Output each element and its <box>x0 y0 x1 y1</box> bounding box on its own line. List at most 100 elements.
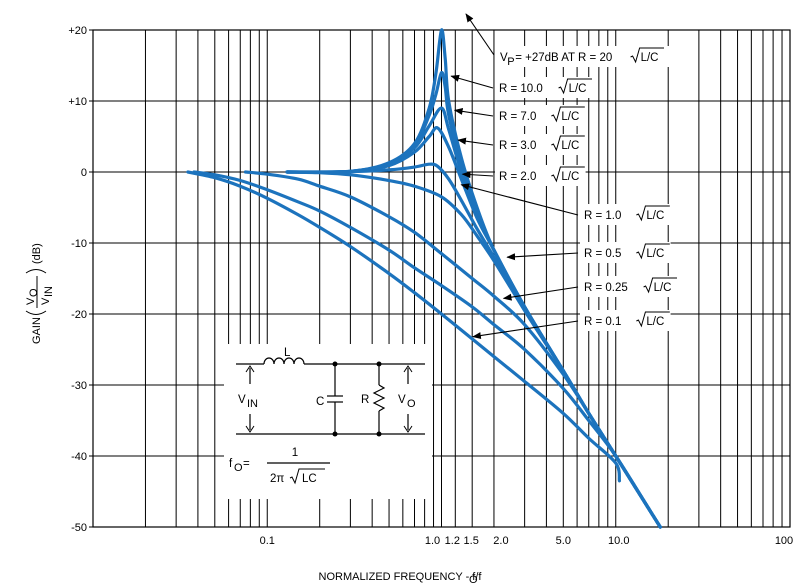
annotation-arrow <box>461 171 494 179</box>
y-tick-label: 0 <box>81 167 87 179</box>
capacitor-label: C <box>316 396 324 408</box>
annotation-bg <box>496 46 672 67</box>
annotation-label: R = 2.0 <box>499 171 536 183</box>
y-label-unit: (dB) <box>31 243 43 264</box>
annotation-arrow <box>460 183 579 216</box>
annotation-label: R = 10.0 <box>499 83 543 95</box>
annotation-bg <box>580 204 671 225</box>
vout-arrow-head <box>403 365 413 373</box>
sqrt-arg: L/C <box>561 111 579 123</box>
inductor-symbol <box>263 357 305 365</box>
y-tick-label: -50 <box>71 522 87 534</box>
sqrt-sign <box>551 106 585 123</box>
annotation-label: R = 1.0 <box>584 210 621 222</box>
rlc-circuit-inset: LC RV IN V Of O = 12π LC <box>224 344 432 499</box>
annotation-label: R = 7.0 <box>499 111 536 123</box>
grid-lines <box>92 29 791 528</box>
y-tick-label: +20 <box>68 25 87 37</box>
annotation-bg <box>580 242 671 263</box>
paren-right <box>25 269 47 274</box>
annotation-rest: = +27dB AT R = 20 <box>515 52 612 64</box>
formula-eq: = <box>243 458 250 470</box>
sqrt-arg: L/C <box>654 282 672 294</box>
sqrt-sign <box>636 205 670 222</box>
annotation-arrow <box>450 74 494 89</box>
gain-curves <box>186 28 662 529</box>
annotation-bg <box>580 310 671 331</box>
annotation-arrow <box>465 13 495 56</box>
resistor-label: R <box>361 394 369 406</box>
gain-curve-r-0.1 <box>186 170 622 483</box>
sqrt-sign <box>636 311 670 328</box>
sqrt-arg: L/C <box>646 316 664 328</box>
sqrt-sign <box>551 135 585 152</box>
annotation-label: V <box>500 52 508 64</box>
y-tick-label: +10 <box>68 96 87 108</box>
annotation-label: R = 0.1 <box>584 316 621 328</box>
x-tick-label: 0.1 <box>260 535 275 547</box>
annotation-arrow <box>506 252 579 261</box>
annotation-8: R = 0.1 L/C <box>472 310 671 340</box>
formula-f-sub: O <box>234 462 243 474</box>
sqrt-arg: L/C <box>561 140 579 152</box>
x-axis-label: NORMALIZED FREQUENCY - f/f <box>319 571 483 583</box>
annotation-1: R = 10.0 L/C <box>450 74 593 98</box>
sqrt-sign <box>630 47 664 64</box>
formula-root: LC <box>302 473 317 485</box>
vin-label: V <box>238 394 246 406</box>
sqrt-arg: L/C <box>646 210 664 222</box>
annotation-7: R = 0.25 L/C <box>502 276 678 301</box>
x-tick-label: 100 <box>775 535 793 547</box>
x-tick-label: 10.0 <box>608 535 629 547</box>
inset-bg <box>224 344 432 499</box>
x-tick-label: 2.0 <box>493 535 508 547</box>
annotation-label: R = 0.25 <box>584 282 628 294</box>
y-tick-label: -40 <box>71 451 87 463</box>
sqrt-sign <box>558 78 592 95</box>
annotation-label: R = 3.0 <box>499 140 536 152</box>
annotation-bg <box>495 165 586 186</box>
vout-arrow-head <box>403 425 413 433</box>
vin-arrow-head <box>245 365 255 373</box>
formula-f: f <box>229 458 233 470</box>
sqrt-sign <box>636 243 670 260</box>
vin-arrow-head <box>245 425 255 433</box>
vout-label: V <box>398 394 406 406</box>
x-axis-ticks: 0.1 1.0 1.2 1.5 2.0 5.0 10.0 100 <box>260 535 793 547</box>
resistor-symbol <box>372 384 386 412</box>
annotation-bg <box>580 276 678 297</box>
annotation-sub: P <box>507 56 514 68</box>
x-tick-label: 1.5 <box>464 535 479 547</box>
y-label-num-sub: O <box>28 288 40 297</box>
y-tick-label: -30 <box>71 380 87 392</box>
x-tick-label: 1.0 <box>425 535 440 547</box>
sqrt-arg: L/C <box>569 83 587 95</box>
paren-left <box>25 310 47 315</box>
sqrt-sign <box>551 166 585 183</box>
sqrt-arg: L/C <box>646 248 664 260</box>
sqrt-arg: L/C <box>561 171 579 183</box>
sqrt-sign <box>643 277 677 294</box>
x-tick-label: 1.2 <box>445 535 460 547</box>
y-tick-label: -10 <box>71 238 87 250</box>
annotation-arrow <box>457 137 494 146</box>
annotation-label: R = 0.5 <box>584 248 621 260</box>
annotation-3: R = 3.0 L/C <box>457 134 586 155</box>
sqrt-arg: L/C <box>641 52 659 64</box>
annotation-bg <box>495 105 586 126</box>
y-label-num: V <box>25 297 37 305</box>
annotation-4: R = 2.0 L/C <box>461 165 586 186</box>
gain-curve-r-0.25 <box>192 170 662 529</box>
y-tick-label: -20 <box>71 309 87 321</box>
annotation-arrow <box>453 107 494 117</box>
formula-num: 1 <box>292 447 298 459</box>
y-label-den: V <box>40 297 52 305</box>
y-label-den-sub: IN <box>43 286 55 297</box>
formula-den: 2π <box>270 473 284 485</box>
annotation-bg <box>495 134 586 155</box>
